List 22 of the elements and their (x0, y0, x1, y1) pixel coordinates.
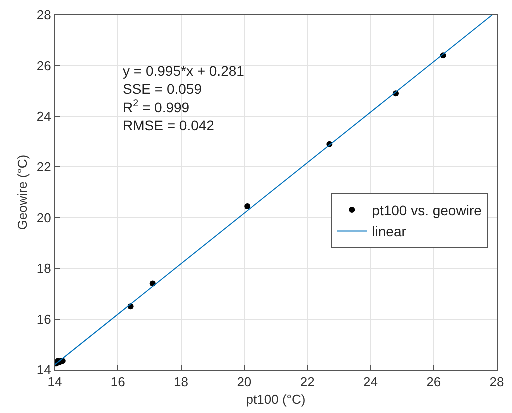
y-tick-label: 24 (36, 108, 52, 124)
x-tick-label: 26 (426, 374, 442, 390)
y-tick-label: 26 (36, 58, 52, 74)
x-tick-label: 16 (110, 374, 126, 390)
y-tick-label: 28 (36, 8, 52, 23)
x-tick-label: 28 (490, 374, 504, 390)
y-axis-title: Geowire (°C) (14, 154, 30, 230)
y-tick-label: 16 (36, 312, 52, 327)
annotation: y = 0.995*x + 0.281 (123, 63, 245, 79)
legend-label: linear (372, 224, 407, 240)
x-tick-label: 20 (237, 374, 252, 390)
x-tick-label: 18 (174, 374, 189, 390)
x-tick-label: 22 (300, 374, 315, 390)
legend-label: pt100 vs. geowire (372, 202, 482, 218)
annotation: SSE = 0.059 (123, 81, 202, 98)
y-tick-label: 22 (36, 160, 52, 175)
x-axis-title: pt100 (°C) (246, 392, 306, 408)
y-tick-label: 20 (36, 210, 52, 226)
annotation: R$^{2}$ = 0.999 (123, 98, 190, 116)
x-tick-label: 24 (363, 374, 378, 390)
annotation: RMSE = 0.042 (123, 118, 215, 134)
y-tick-label: 18 (36, 261, 52, 276)
